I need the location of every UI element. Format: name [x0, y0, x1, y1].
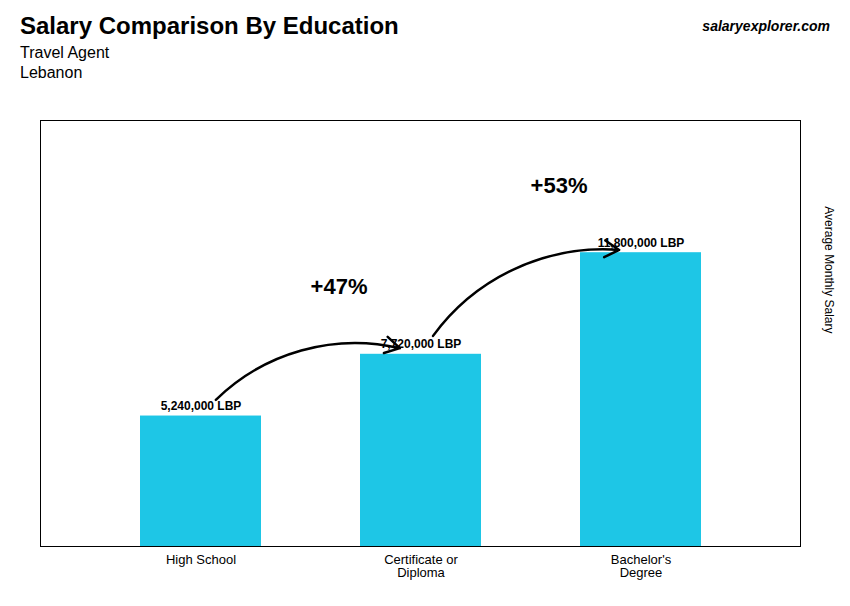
html-text:salaryexplorer.com: salaryexplorer.com: [702, 18, 830, 34]
svg-text:5,240,000 LBP: 5,240,000 LBP: [161, 399, 242, 413]
html-text:Lebanon: Lebanon: [20, 64, 83, 81]
svg-text:Average Monthly Salary: Average Monthly Salary: [822, 206, 836, 333]
svg-text:7,720,000 LBP: 7,720,000 LBP: [381, 337, 462, 351]
svg-text:11,800,000 LBP: 11,800,000 LBP: [598, 236, 685, 250]
svg-text:Bachelor'sDegree: Bachelor'sDegree: [611, 552, 672, 580]
svg-text:Certificate orDiploma: Certificate orDiploma: [384, 552, 458, 580]
svg-text:+53%: +53%: [531, 173, 588, 198]
svg-text:High School: High School: [166, 552, 236, 567]
svg-text:+47%: +47%: [311, 274, 368, 299]
html-text:Salary Comparison By Education: Salary Comparison By Education: [20, 12, 399, 39]
html-text:Travel Agent: Travel Agent: [20, 44, 110, 61]
